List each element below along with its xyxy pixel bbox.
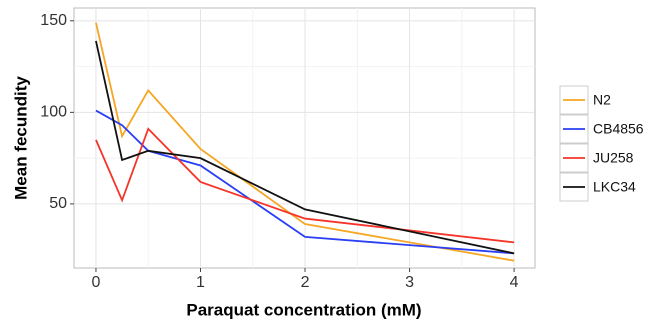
y-axis-label: Mean fecundity (11, 76, 30, 200)
x-tick-label: 3 (405, 274, 414, 291)
series-line (95, 22, 515, 262)
x-tick-label: 2 (301, 274, 310, 291)
x-tick-label: 4 (510, 274, 519, 291)
x-axis-label: Paraquat concentration (mM) (186, 300, 421, 319)
legend-label: CB4856 (593, 121, 644, 137)
y-tick-label: 150 (40, 12, 67, 29)
x-tick-label: 0 (91, 274, 100, 291)
y-tick-label: 50 (49, 195, 67, 212)
y-tick-label: 100 (40, 104, 67, 121)
series-line (95, 40, 515, 255)
legend-label: N2 (593, 92, 611, 108)
series-line (95, 127, 515, 244)
plot-panel (73, 7, 536, 269)
legend-label: JU258 (593, 150, 634, 166)
x-tick-label: 1 (196, 274, 205, 291)
series-line (95, 109, 515, 255)
legend-label: LKC34 (593, 179, 636, 195)
